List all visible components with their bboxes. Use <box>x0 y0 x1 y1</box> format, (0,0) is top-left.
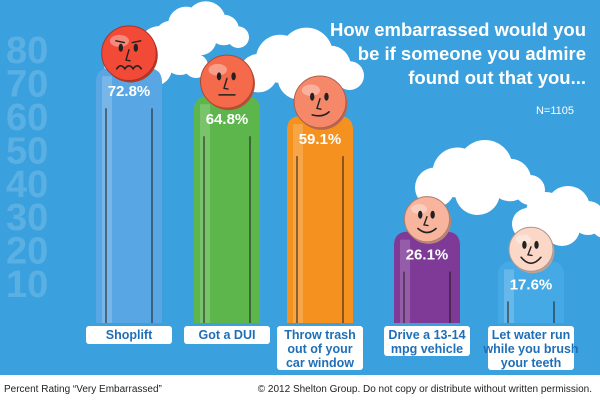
scale-tick-label: 20 <box>6 231 48 273</box>
bar-group: 72.8% Shoplift <box>86 25 172 344</box>
face-eye <box>534 240 539 249</box>
face-eye <box>231 72 236 81</box>
bar-shine <box>293 124 303 324</box>
bar-shine <box>504 269 514 323</box>
face-brow <box>115 40 126 44</box>
cloud <box>415 140 545 215</box>
cloud-puff <box>335 61 364 90</box>
scale-tick-label: 10 <box>6 264 48 306</box>
face-head <box>200 54 254 109</box>
scale-tick-label: 40 <box>6 164 48 206</box>
bar-value-label: 17.6% <box>510 276 553 293</box>
scale-tick-label: 60 <box>6 97 48 139</box>
face-eye <box>430 210 435 219</box>
face-highlight <box>515 234 531 245</box>
chart-title-line-1: How embarrassed would you <box>330 19 586 40</box>
cloud-puff <box>592 214 600 238</box>
bar <box>498 261 564 323</box>
face-highlight <box>411 204 427 215</box>
category-label-box <box>184 326 270 344</box>
face-mouth <box>115 65 143 71</box>
bar <box>287 116 353 324</box>
category-label: Throw trash <box>284 328 356 342</box>
bar-shine <box>400 239 410 323</box>
cloud-puff <box>455 170 500 215</box>
bar <box>194 96 260 323</box>
cloud-puff <box>544 210 580 246</box>
scale-tick-label: 30 <box>6 197 48 239</box>
category-label: car window <box>286 356 354 370</box>
face-eye <box>216 72 222 81</box>
face-eye <box>133 43 139 52</box>
footer-copyright: © 2012 Shelton Group. Do not copy or dis… <box>257 384 592 395</box>
face-mouth <box>311 111 330 117</box>
face-eye <box>418 210 423 219</box>
face-mouth <box>417 227 437 234</box>
category-label: mpg vehicle <box>391 342 463 356</box>
face-eye <box>118 43 124 52</box>
face-eye <box>522 240 527 249</box>
face-nose <box>316 98 322 110</box>
face-nose <box>423 215 429 227</box>
chart-title-line-2: be if someone you admire <box>357 43 586 64</box>
cloud-puff <box>227 26 249 48</box>
category-label: while you brush <box>482 342 578 356</box>
category-label: out of your <box>287 342 352 356</box>
footer-measure-label: Percent Rating “Very Embarrassed” <box>4 384 162 395</box>
scale-tick-label: 80 <box>6 30 48 72</box>
scale-tick-label: 50 <box>6 130 48 172</box>
category-label: Got a DUI <box>199 328 256 342</box>
face-eye <box>310 92 315 101</box>
bar-shine <box>102 76 112 323</box>
category-label-box <box>488 326 574 370</box>
bar-value-label: 59.1% <box>299 131 342 148</box>
face-mouth <box>520 256 542 265</box>
bar <box>96 68 162 323</box>
scale-tick-label: 70 <box>6 64 48 106</box>
bar-shine <box>200 104 210 323</box>
bar-group: 64.8% Got a DUI <box>184 54 270 344</box>
category-label: Drive a 13-14 <box>388 328 465 342</box>
category-label: Shoplift <box>106 328 153 342</box>
category-label-box <box>86 326 172 344</box>
category-label-box <box>384 326 470 356</box>
face-head <box>293 75 347 129</box>
face-brow <box>131 40 142 44</box>
face-head <box>508 226 554 272</box>
face-nose <box>223 77 229 90</box>
face-nose <box>527 246 533 257</box>
bar-value-label: 26.1% <box>406 247 449 264</box>
cloud <box>239 27 364 100</box>
face-eye <box>324 92 329 101</box>
sample-size-note: N=1105 <box>535 105 574 117</box>
bar-value-label: 64.8% <box>206 111 249 128</box>
bar <box>394 231 460 323</box>
bar-value-label: 72.8% <box>108 83 151 100</box>
chart-title-line-3: found out that you... <box>408 67 586 88</box>
face-head <box>101 25 157 81</box>
face-highlight <box>301 84 320 96</box>
face-highlight <box>208 63 227 76</box>
category-label-box <box>277 326 363 370</box>
category-label: Let water run <box>492 328 571 342</box>
face-nose <box>125 49 131 62</box>
face-head <box>403 196 451 243</box>
category-label: your teeth <box>501 356 561 370</box>
